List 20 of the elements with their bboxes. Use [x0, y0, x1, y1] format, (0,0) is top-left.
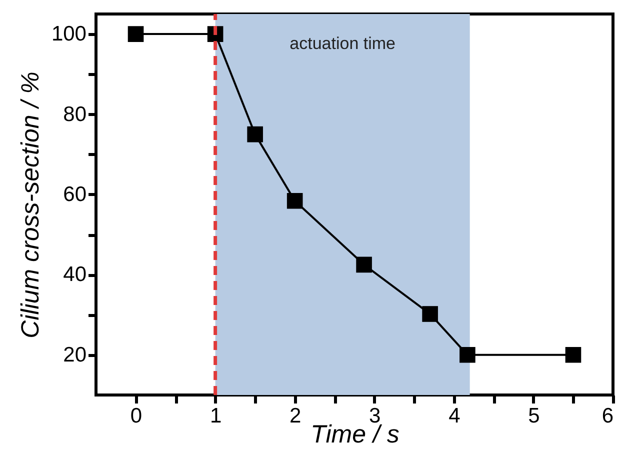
band-label: actuation time [290, 34, 396, 53]
y-axis-title: Cilium cross-section / % [16, 72, 44, 338]
point [356, 256, 372, 273]
x-tick-label: 1 [210, 404, 222, 428]
x-tick-label: 2 [290, 404, 302, 428]
x-tick-label: 6 [602, 404, 614, 428]
point [247, 126, 263, 142]
point [286, 192, 303, 209]
y-tick-label: 20 [63, 343, 86, 366]
y-tick-label: 100 [51, 22, 86, 46]
x-tick-label: 5 [528, 404, 540, 428]
y-tick-label: 80 [63, 102, 86, 126]
point [460, 346, 476, 363]
y-tick-label: 60 [63, 182, 86, 206]
x-tick-label: 4 [448, 404, 461, 428]
point [128, 26, 144, 42]
point [422, 306, 438, 322]
point [565, 346, 582, 363]
x-tick-label: 0 [130, 404, 142, 428]
y-tick-label: 40 [63, 263, 86, 286]
